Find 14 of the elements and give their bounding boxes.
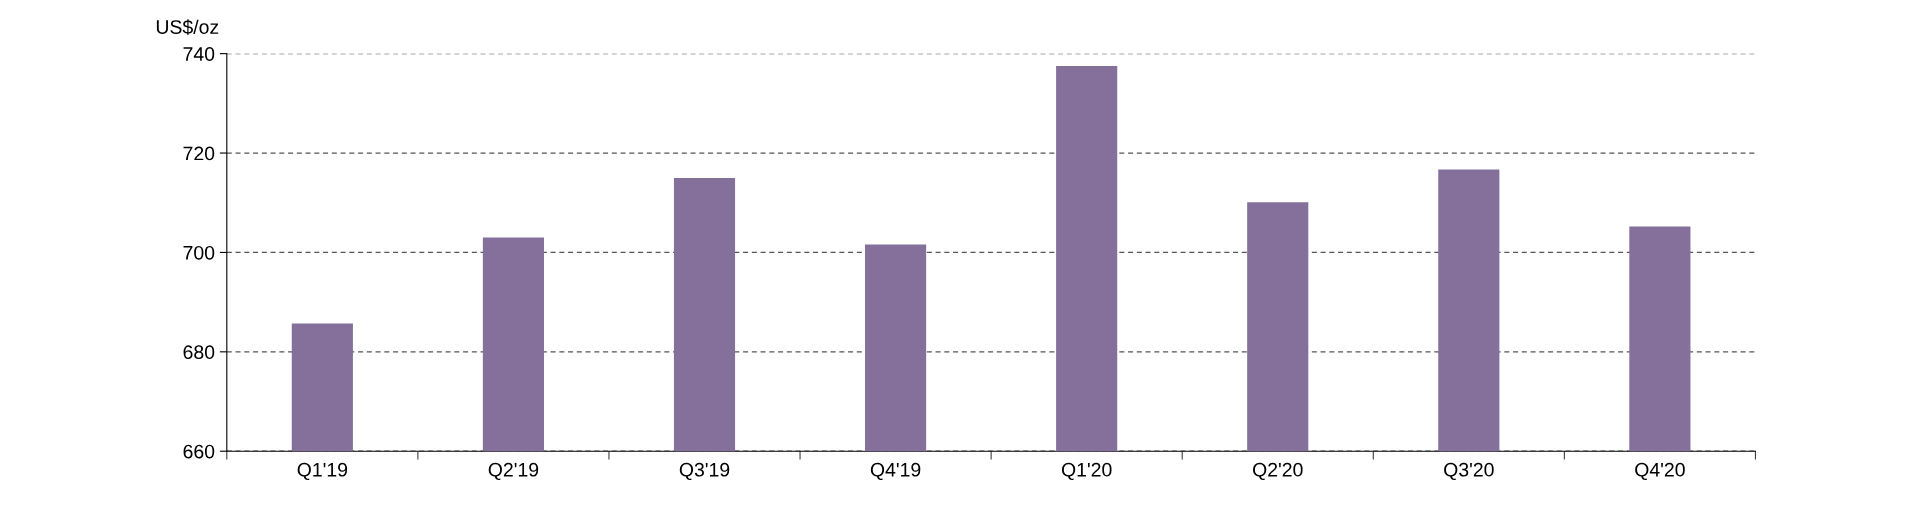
x-tick-label: Q1'19 [297,462,348,481]
y-tick-label: 660 [183,444,215,459]
y-axis-title: US$/oz [156,19,219,36]
x-tick-label: Q4'19 [870,462,921,481]
y-tick-label: 700 [183,245,215,260]
x-tick-label: Q2'19 [488,462,539,481]
y-tick-label: 740 [183,47,215,61]
x-tick-label: Q3'19 [679,462,730,481]
y-tick-label: 720 [183,146,215,161]
x-tick-label: Q4'20 [1635,462,1685,481]
x-tick-label: Q2'20 [1253,462,1303,481]
x-tick-label: Q3'20 [1444,462,1494,481]
y-tick-label: 680 [183,345,215,360]
x-tick-label: Q1'20 [1061,462,1112,481]
